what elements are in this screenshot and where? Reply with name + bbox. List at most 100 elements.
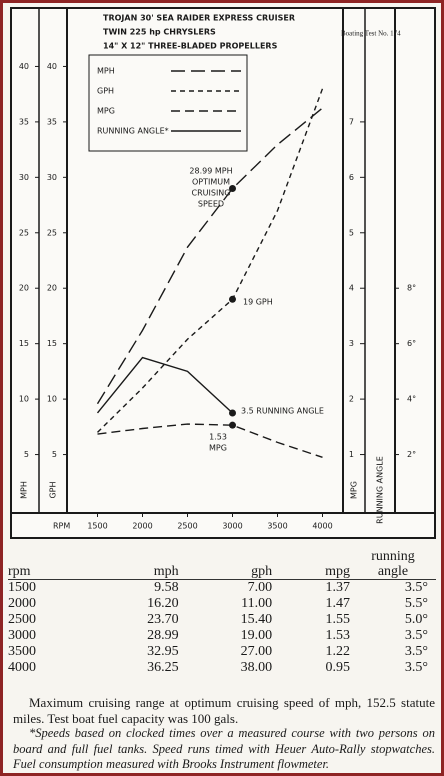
note: Maximum cruising range at optimum cruisi… (13, 695, 435, 726)
y-tick-label: 15 (47, 339, 57, 348)
table-row: 3000 28.99 19.00 1.53 3.5° (8, 628, 436, 644)
annotation: 28.99 MPH (189, 167, 232, 176)
table-cell: 3.5° (404, 644, 428, 659)
y-tick-label: 5 (24, 450, 29, 459)
annotation: 19 GPH (243, 298, 273, 307)
table-cell: 23.70 (147, 612, 179, 627)
table-cell: 16.20 (147, 596, 179, 611)
table-cell: 32.95 (147, 644, 179, 659)
series-line (97, 423, 323, 458)
y-tick-label: 5 (52, 450, 57, 459)
axis-label: GPH (49, 481, 58, 498)
table-cell: 5.0° (404, 612, 428, 627)
table-row: 2500 23.70 15.40 1.55 5.0° (8, 612, 436, 628)
y-tick-label: 6° (407, 339, 416, 348)
series-line (97, 88, 324, 433)
y-tick-label: 30 (19, 173, 29, 182)
highlight-point (229, 409, 236, 417)
legend-label: GPH (97, 87, 114, 96)
table-cell: 3.5° (404, 580, 428, 595)
x-tick-label: 3500 (267, 522, 287, 531)
axis-label: MPH (20, 481, 29, 499)
highlight-point (229, 185, 236, 193)
table-cell: 5.5° (404, 596, 428, 611)
y-tick-label: 35 (47, 117, 57, 126)
annotation: 3.5 RUNNING ANGLE (241, 407, 324, 416)
table-cell: 2000 (8, 596, 36, 611)
y-tick-label: 2° (407, 450, 416, 459)
table-cell: 38.00 (240, 660, 273, 675)
table-header-cell: rpm (8, 549, 94, 580)
table-cell: 2500 (8, 612, 36, 627)
y-tick-label: 1 (349, 450, 354, 459)
y-tick-label: 10 (47, 395, 57, 404)
legend-label: RUNNING ANGLE* (97, 127, 169, 136)
highlight-point (229, 421, 236, 429)
y-tick-label: 25 (47, 228, 57, 237)
annotation: OPTIMUM (192, 178, 230, 187)
y-tick-label: 4° (407, 395, 416, 404)
x-tick-label: 2000 (132, 522, 152, 531)
y-tick-label: 15 (19, 339, 29, 348)
x-tick-label: 4000 (312, 522, 332, 531)
table-cell: 0.95 (325, 660, 351, 675)
table-cell: 11.00 (241, 596, 273, 611)
table-cell: 15.40 (240, 612, 273, 627)
title-line: TROJAN 30' SEA RAIDER EXPRESS CRUISER (103, 14, 295, 23)
table-row: 4000 36.25 38.00 0.95 3.5° (8, 660, 436, 676)
table-cell: 1.37 (325, 580, 351, 595)
table-cell: 1.55 (325, 612, 351, 627)
table-cell: 3.5° (404, 660, 428, 675)
y-tick-label: 20 (19, 284, 29, 293)
y-tick-label: 2 (349, 395, 354, 404)
note: *Speeds based on clocked times over a me… (13, 726, 435, 771)
y-tick-label: 4 (349, 284, 354, 293)
y-tick-label: 30 (47, 173, 57, 182)
table-cell: 7.00 (247, 580, 273, 595)
table-cell: 19.00 (240, 628, 273, 643)
y-tick-label: 7 (349, 117, 354, 126)
annotation: SPEED (198, 200, 224, 209)
table-header-cell: gph (186, 549, 281, 580)
table-cell: 3000 (8, 628, 36, 643)
y-tick-label: 3 (349, 339, 354, 348)
annotation: MPG (209, 444, 227, 453)
table-cell: 4000 (8, 660, 36, 675)
table-header-cell: mpg (280, 549, 358, 580)
y-tick-label: 40 (47, 62, 57, 71)
table-cell: 3500 (8, 644, 36, 659)
table-cell: 1.22 (325, 644, 351, 659)
x-tick-label: 3000 (222, 522, 242, 531)
table-row: 2000 16.20 11.00 1.47 5.5° (8, 596, 436, 612)
highlight-point (229, 295, 236, 303)
x-axis-label: RPM (53, 522, 70, 531)
table-header-cell: running angle (358, 549, 436, 580)
table-cell: 1.47 (325, 596, 351, 611)
table-header-cell: mph (93, 549, 187, 580)
legend-label: MPH (97, 67, 115, 76)
axis-label: RUNNING ANGLE (376, 456, 385, 524)
table-header-row: rpm mph gph mpg running angle (8, 549, 436, 580)
table-row: 1500 9.58 7.00 1.37 3.5° (8, 580, 436, 597)
table-cell: 1.53 (325, 628, 351, 643)
annotation: 1.53 (209, 433, 227, 442)
y-tick-label: 6 (349, 173, 354, 182)
notes: Maximum cruising range at optimum cruisi… (13, 695, 435, 773)
title-line: 14" X 12" THREE-BLADED PROPELLERS (103, 42, 278, 51)
table-cell: 28.99 (147, 628, 179, 643)
y-tick-label: 25 (19, 228, 29, 237)
table-row: 3500 32.95 27.00 1.22 3.5° (8, 644, 436, 660)
table-cell: 36.25 (147, 660, 179, 675)
table-cell: 3.5° (404, 628, 428, 643)
table-cell: 1500 (8, 580, 36, 595)
axis-label: MPG (350, 481, 359, 499)
x-tick-label: 1500 (87, 522, 107, 531)
y-tick-label: 5 (349, 228, 354, 237)
title-line: TWIN 225 hp CHRYSLERS (103, 28, 216, 37)
chart: TROJAN 30' SEA RAIDER EXPRESS CRUISER TW… (10, 7, 436, 539)
data-table: rpm mph gph mpg running angle 1500 9.58 7.00 1.3… (8, 549, 436, 676)
y-tick-label: 8° (407, 284, 416, 293)
y-tick-label: 40 (19, 62, 29, 71)
table-cell: 9.58 (154, 580, 179, 595)
